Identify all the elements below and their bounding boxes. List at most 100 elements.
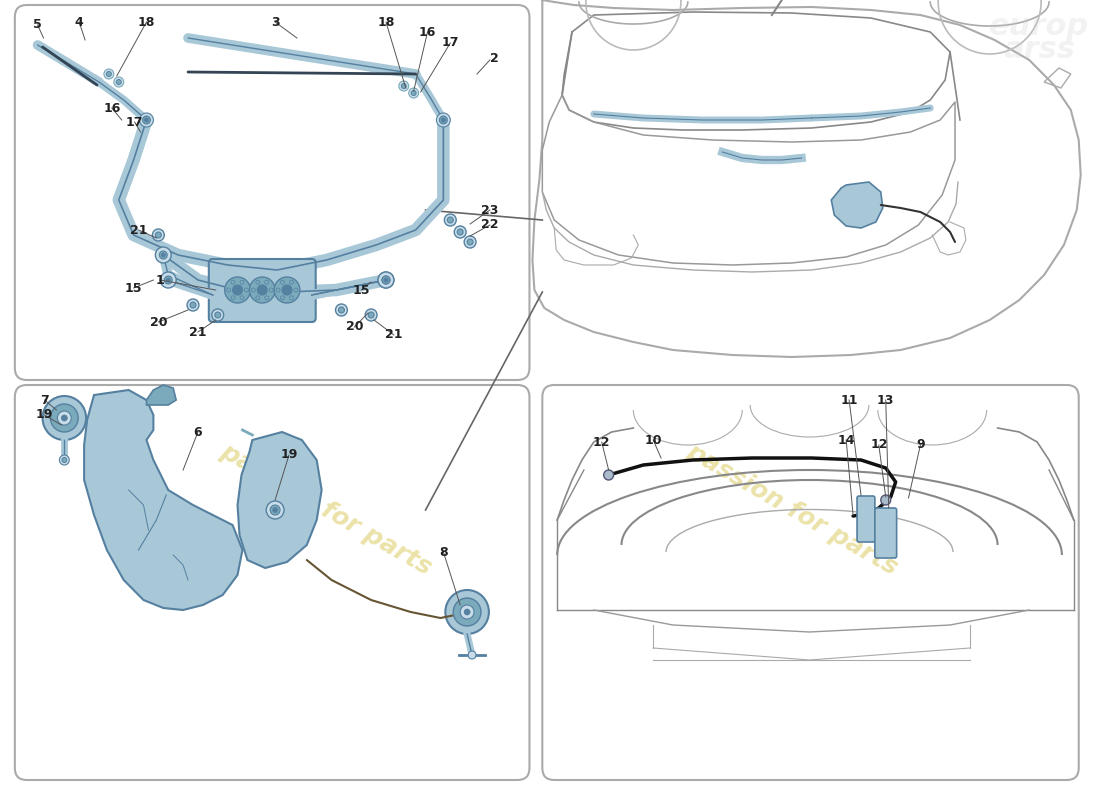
Text: 4: 4 xyxy=(75,15,84,29)
Circle shape xyxy=(368,312,374,318)
Text: 7: 7 xyxy=(41,394,48,406)
Text: passion for parts: passion for parts xyxy=(217,440,437,580)
FancyBboxPatch shape xyxy=(209,259,316,322)
Text: 1: 1 xyxy=(156,274,165,286)
Text: 20: 20 xyxy=(150,315,167,329)
Circle shape xyxy=(224,277,251,303)
Circle shape xyxy=(231,280,235,284)
Circle shape xyxy=(289,296,294,300)
Circle shape xyxy=(446,590,488,634)
Circle shape xyxy=(464,236,476,248)
Circle shape xyxy=(378,272,394,288)
Text: passion for parts: passion for parts xyxy=(682,440,902,580)
Text: 21: 21 xyxy=(189,326,207,338)
Text: 19: 19 xyxy=(280,449,298,462)
Circle shape xyxy=(143,116,151,124)
Circle shape xyxy=(365,309,377,321)
Circle shape xyxy=(384,278,388,282)
Circle shape xyxy=(155,232,162,238)
Text: 3: 3 xyxy=(271,15,279,29)
Circle shape xyxy=(155,247,172,263)
Circle shape xyxy=(280,296,285,300)
Text: 8: 8 xyxy=(439,546,448,558)
Polygon shape xyxy=(84,390,242,610)
Circle shape xyxy=(166,278,170,282)
FancyBboxPatch shape xyxy=(14,5,529,380)
Circle shape xyxy=(460,605,474,619)
Text: 11: 11 xyxy=(840,394,858,406)
Text: europ: europ xyxy=(989,12,1089,41)
FancyBboxPatch shape xyxy=(857,496,874,542)
Circle shape xyxy=(160,251,167,259)
Text: 16: 16 xyxy=(103,102,121,114)
Text: 14: 14 xyxy=(837,434,855,446)
Circle shape xyxy=(409,88,419,98)
Circle shape xyxy=(107,71,111,77)
Text: 2: 2 xyxy=(491,51,499,65)
Circle shape xyxy=(161,272,176,288)
Circle shape xyxy=(232,285,242,295)
Text: 9: 9 xyxy=(916,438,925,451)
Circle shape xyxy=(265,280,268,284)
Circle shape xyxy=(464,609,470,615)
Circle shape xyxy=(274,277,300,303)
Circle shape xyxy=(164,276,173,284)
Text: 12: 12 xyxy=(593,435,611,449)
Circle shape xyxy=(265,296,268,300)
Circle shape xyxy=(441,118,446,122)
Text: 15: 15 xyxy=(352,283,370,297)
Circle shape xyxy=(336,304,348,316)
Circle shape xyxy=(468,239,473,245)
FancyBboxPatch shape xyxy=(14,385,529,780)
Circle shape xyxy=(469,651,476,659)
Text: 10: 10 xyxy=(645,434,662,446)
Text: 13: 13 xyxy=(877,394,894,406)
Text: 17: 17 xyxy=(441,37,459,50)
Circle shape xyxy=(294,288,298,292)
Text: 18: 18 xyxy=(138,15,155,29)
Circle shape xyxy=(273,507,277,513)
Circle shape xyxy=(280,280,285,284)
Text: 16: 16 xyxy=(419,26,437,38)
Circle shape xyxy=(289,280,294,284)
Circle shape xyxy=(59,455,69,465)
Circle shape xyxy=(399,81,409,91)
Circle shape xyxy=(57,411,72,425)
Circle shape xyxy=(453,598,481,626)
Text: arss: arss xyxy=(1003,35,1075,64)
Circle shape xyxy=(439,116,448,124)
Circle shape xyxy=(270,288,273,292)
Circle shape xyxy=(62,415,67,421)
Text: 17: 17 xyxy=(125,115,143,129)
Circle shape xyxy=(448,217,453,223)
Circle shape xyxy=(240,296,244,300)
Circle shape xyxy=(117,79,121,85)
Circle shape xyxy=(252,288,255,292)
FancyBboxPatch shape xyxy=(874,508,896,558)
Circle shape xyxy=(212,309,223,321)
Circle shape xyxy=(140,113,153,127)
Circle shape xyxy=(244,288,249,292)
Circle shape xyxy=(103,69,113,79)
Circle shape xyxy=(881,495,891,505)
Text: 20: 20 xyxy=(345,321,363,334)
Circle shape xyxy=(266,501,284,519)
Circle shape xyxy=(227,288,231,292)
Circle shape xyxy=(256,280,260,284)
Circle shape xyxy=(271,505,281,515)
Text: 15: 15 xyxy=(125,282,142,294)
Circle shape xyxy=(250,277,275,303)
Circle shape xyxy=(339,307,344,313)
Circle shape xyxy=(444,214,456,226)
Polygon shape xyxy=(238,432,321,568)
Circle shape xyxy=(458,229,463,235)
Circle shape xyxy=(384,278,388,282)
Circle shape xyxy=(214,312,221,318)
Circle shape xyxy=(62,458,67,462)
Text: 19: 19 xyxy=(36,409,53,422)
Circle shape xyxy=(454,226,466,238)
Circle shape xyxy=(382,276,389,284)
Circle shape xyxy=(282,285,292,295)
Circle shape xyxy=(256,296,260,300)
Text: 21: 21 xyxy=(130,223,147,237)
